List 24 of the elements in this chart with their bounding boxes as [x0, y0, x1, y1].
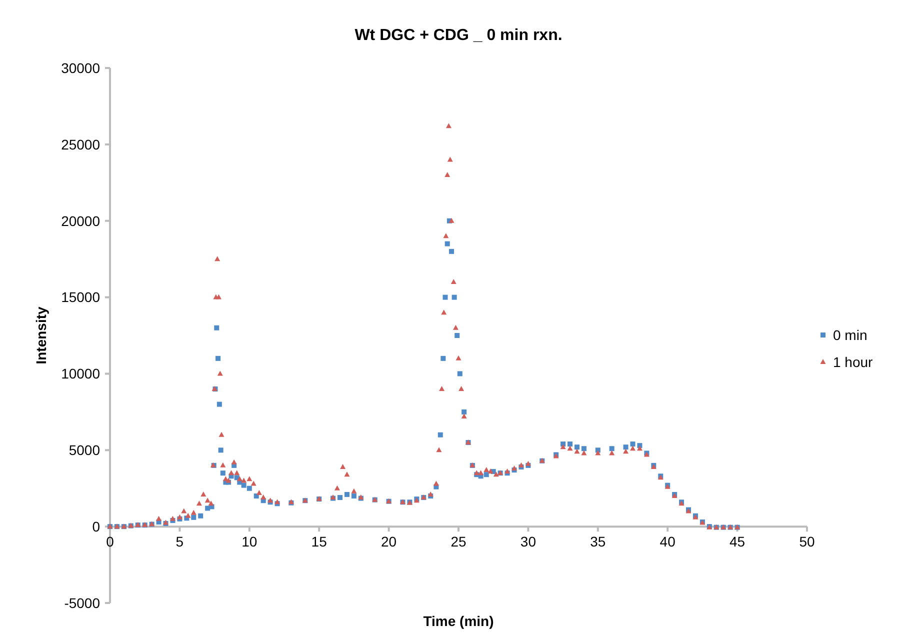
y-tick-label: 25000 [61, 136, 100, 152]
x-tick-label: 20 [381, 534, 397, 550]
legend-label: 1 hour [833, 354, 874, 370]
y-tick-label: 0 [92, 518, 100, 534]
x-tick-label: 0 [106, 534, 114, 550]
y-tick-label: -5000 [64, 594, 100, 611]
x-axis-title: Time (min) [423, 613, 494, 629]
y-tick-label: 15000 [61, 289, 100, 306]
x-tick-label: 15 [311, 534, 328, 550]
legend-label: 0 min [833, 326, 868, 343]
x-tick-label: 40 [660, 534, 676, 550]
x-tick-label: 50 [799, 534, 815, 550]
x-tick-label: 25 [450, 534, 466, 550]
x-tick-label: 30 [520, 534, 536, 550]
x-tick-label: 10 [242, 534, 258, 550]
y-tick-label: 30000 [61, 60, 100, 76]
x-tick-label: 35 [590, 534, 606, 550]
x-tick-label: 45 [730, 534, 746, 550]
chart-title: Wt DGC + CDG _ 0 min rxn. [354, 27, 562, 44]
y-tick-label: 10000 [61, 366, 100, 382]
y-axis-title: Intensity [33, 306, 49, 364]
x-tick-label: 5 [176, 534, 184, 550]
y-tick-label: 20000 [61, 212, 100, 229]
y-tick-label: 5000 [68, 442, 100, 458]
